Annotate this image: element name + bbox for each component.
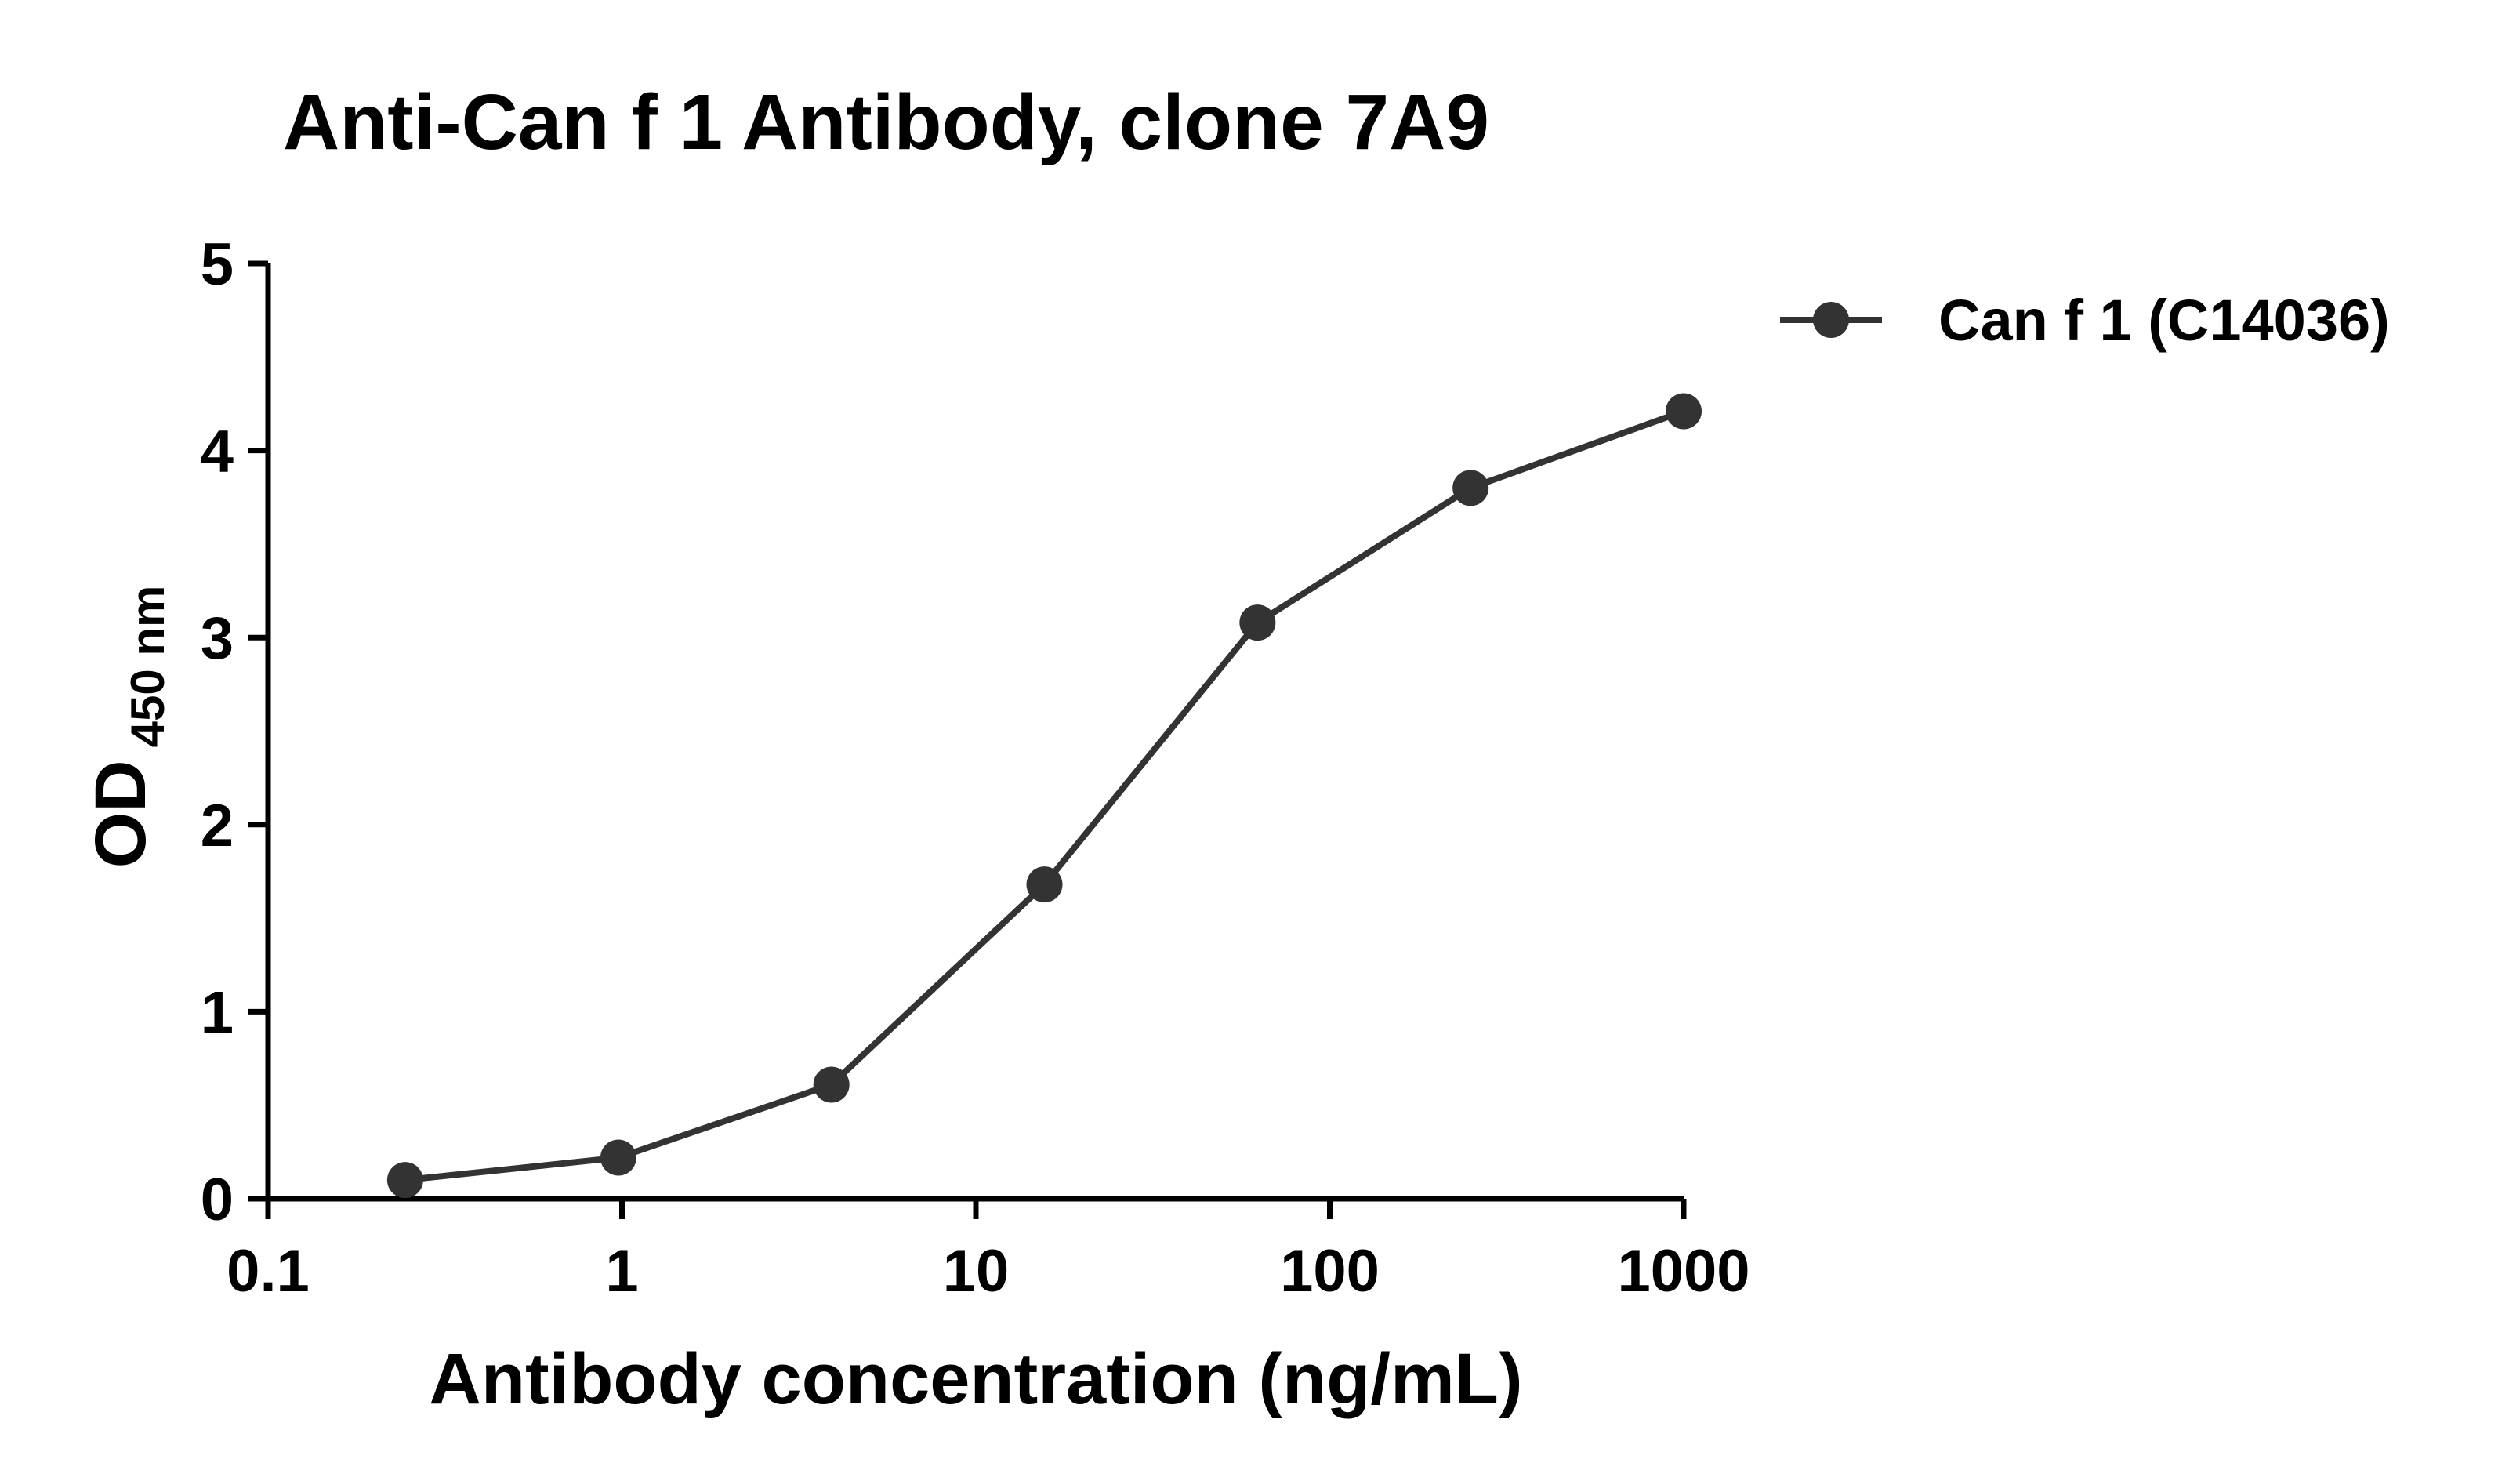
legend-marker	[1813, 302, 1849, 338]
y-axis-label-sub: 450 nm	[121, 586, 174, 748]
x-tick-label: 0.1	[227, 1238, 310, 1305]
series-line	[404, 408, 1685, 1184]
x-axis-label: Antibody concentration (ng/mL)	[429, 1339, 1522, 1419]
y-axis-label-main: OD	[81, 760, 161, 868]
data-point	[386, 1162, 423, 1199]
x-tick-label: 100	[1280, 1238, 1380, 1305]
data-point	[813, 1066, 850, 1103]
x-tick-label: 10	[943, 1238, 1010, 1305]
data-point	[1452, 470, 1489, 506]
y-tick-label: 0	[201, 1167, 234, 1233]
y-tick-label: 2	[201, 793, 234, 859]
data-point	[1666, 393, 1702, 430]
y-axis-label: OD 450 nm	[81, 586, 174, 869]
legend-label: Can f 1 (C14036)	[1938, 288, 2390, 353]
data-point	[1239, 604, 1276, 641]
data-point	[600, 1139, 636, 1176]
y-tick-label: 5	[201, 231, 234, 298]
y-tick-label: 4	[201, 419, 234, 485]
x-tick-label: 1000	[1617, 1238, 1749, 1305]
y-tick-label: 3	[201, 605, 234, 672]
x-tick-label: 1	[605, 1238, 638, 1305]
chart-title: Anti-Can f 1 Antibody, clone 7A9	[283, 78, 1489, 166]
y-tick-label: 1	[201, 979, 234, 1046]
data-point	[1026, 866, 1063, 903]
